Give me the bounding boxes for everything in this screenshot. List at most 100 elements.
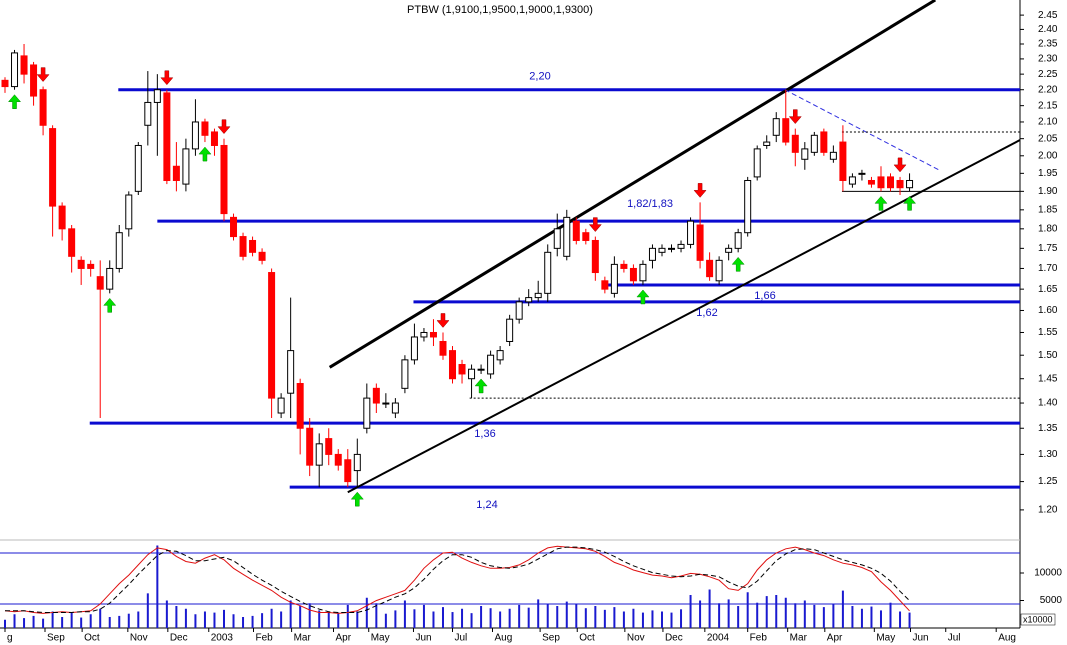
candle-body	[287, 350, 295, 394]
candle-body	[477, 368, 485, 371]
x-tick-label: Oct	[579, 633, 595, 644]
sell-arrow	[788, 109, 802, 124]
candle-body	[344, 459, 352, 483]
candle-body	[239, 236, 247, 257]
x-tick-label: Jul	[948, 633, 961, 644]
candle-body	[610, 263, 618, 294]
y-tick-label: 2.10	[1038, 117, 1058, 128]
x-tick-label: Feb	[750, 633, 768, 644]
y-tick-label: 1.60	[1038, 305, 1058, 316]
volume-bar	[556, 606, 559, 628]
candle-body	[534, 292, 542, 299]
volume-bar	[613, 607, 616, 628]
candle-body	[134, 144, 142, 192]
candle-body	[258, 251, 266, 261]
candle-body	[658, 247, 666, 253]
volume-bar	[508, 608, 511, 628]
candle-body	[591, 239, 599, 274]
x-tick-label: May	[876, 633, 895, 644]
trend-line	[784, 89, 941, 171]
candle-body	[96, 276, 104, 290]
x-tick-label: Apr	[827, 633, 843, 644]
volume-bar	[708, 589, 711, 628]
x-tick-label: Nov	[627, 633, 645, 644]
y-tick-label: 1.50	[1038, 350, 1058, 361]
candle-body	[582, 232, 590, 241]
candle-body	[620, 263, 628, 269]
volume-unit-label: x10000	[1023, 614, 1053, 624]
volume-bar	[565, 601, 568, 628]
candle-body	[306, 427, 314, 466]
sell-arrow	[588, 217, 602, 232]
candle-body	[515, 301, 523, 320]
volume-bar	[156, 545, 159, 628]
candle-body	[372, 387, 380, 404]
x-tick-label: Jun	[415, 633, 431, 644]
sell-arrow	[36, 67, 50, 82]
volume-bar	[689, 595, 692, 628]
x-tick-label: Sep	[542, 633, 560, 644]
volume-bar	[822, 607, 825, 628]
candle-body	[172, 165, 180, 181]
candle-body	[49, 128, 57, 207]
x-tick-label: Jul	[455, 633, 468, 644]
volume-bar	[280, 611, 283, 628]
level-label: 1,62	[696, 307, 717, 319]
volume-bar	[108, 617, 111, 628]
candle-body	[867, 179, 875, 185]
volume-bar	[860, 608, 863, 628]
volume-bar	[737, 606, 740, 628]
candle-body	[77, 259, 85, 269]
volume-bar	[670, 612, 673, 628]
candle-body	[268, 272, 276, 399]
candle-body	[753, 148, 761, 178]
buy-arrow	[103, 297, 117, 313]
volume-bar	[194, 614, 197, 628]
buy-arrow	[474, 378, 488, 394]
candle-body	[715, 259, 723, 282]
y-tick-label: 1.35	[1038, 423, 1058, 434]
candle-body	[734, 232, 742, 249]
volume-bar	[365, 597, 368, 628]
y-tick-label: 1.20	[1038, 505, 1058, 516]
candle-body	[391, 402, 399, 414]
candle-body	[487, 354, 495, 375]
volume-bar	[832, 604, 835, 628]
x-tick-label: g	[7, 633, 13, 644]
candle-body	[848, 176, 856, 185]
volume-bar	[375, 603, 378, 628]
candle-body	[191, 121, 199, 150]
candle-body	[115, 232, 123, 269]
volume-bar	[61, 617, 64, 628]
volume-tick-label: 10000	[1034, 568, 1062, 579]
volume-bar	[584, 608, 587, 628]
candle-body	[563, 216, 571, 257]
candle-body	[429, 331, 437, 338]
volume-bar	[32, 615, 35, 628]
volume-bar	[660, 611, 663, 628]
volume-bar	[203, 611, 206, 628]
volume-bar	[803, 600, 806, 628]
sell-arrow	[217, 119, 231, 135]
candle-body	[896, 179, 904, 189]
unit-label-box	[1020, 613, 1056, 626]
volume-bar	[13, 614, 16, 628]
candle-body	[725, 247, 733, 253]
volume-tick-label: 5000	[1040, 595, 1063, 606]
volume-bar	[632, 608, 635, 628]
candle-body	[744, 179, 752, 234]
sell-arrow	[160, 70, 174, 86]
volume-bar	[651, 610, 654, 628]
candle-body	[648, 247, 656, 261]
candle-body	[906, 179, 914, 189]
volume-bar	[775, 595, 778, 628]
volume-bar	[841, 590, 844, 628]
x-tick-label: Apr	[335, 633, 351, 644]
volume-bar	[318, 610, 321, 628]
candle-body	[782, 118, 790, 143]
candle-body	[106, 267, 114, 290]
candle-body	[277, 397, 285, 414]
volume-bar	[99, 608, 102, 628]
